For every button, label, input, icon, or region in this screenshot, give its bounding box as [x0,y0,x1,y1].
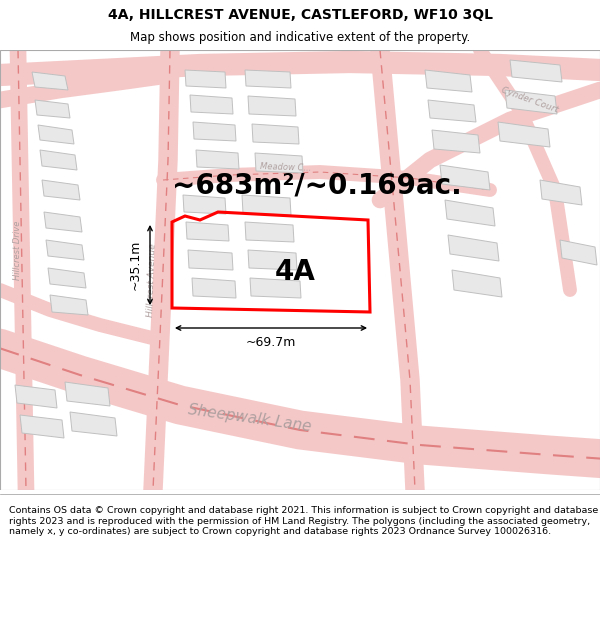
Polygon shape [40,150,77,170]
Text: Meadow C...: Meadow C... [260,162,311,172]
Polygon shape [560,240,597,265]
Polygon shape [242,195,291,215]
Polygon shape [196,150,239,169]
Text: Cynder Court: Cynder Court [500,86,560,114]
Polygon shape [183,195,226,214]
Polygon shape [32,72,68,90]
Text: Hillcrest Avenue: Hillcrest Avenue [146,243,158,317]
Polygon shape [188,250,233,270]
Polygon shape [44,212,82,232]
Polygon shape [20,415,64,438]
Polygon shape [192,278,236,298]
Polygon shape [185,70,226,88]
Polygon shape [193,122,236,141]
Polygon shape [190,95,233,114]
Polygon shape [248,250,297,270]
Polygon shape [65,382,110,406]
Polygon shape [452,270,502,297]
Text: 4A: 4A [275,258,316,286]
Text: Hillcrest Drive: Hillcrest Drive [13,220,23,280]
Text: ~35.1m: ~35.1m [128,240,142,290]
Polygon shape [38,125,74,144]
Text: ~683m²/~0.169ac.: ~683m²/~0.169ac. [172,171,462,199]
Text: Sheepwalk Lane: Sheepwalk Lane [187,402,313,434]
Polygon shape [245,222,294,242]
Polygon shape [445,200,495,226]
Polygon shape [186,222,229,241]
Text: Map shows position and indicative extent of the property.: Map shows position and indicative extent… [130,31,470,44]
Polygon shape [252,124,299,144]
Polygon shape [432,130,480,153]
Polygon shape [498,122,550,147]
Polygon shape [255,153,303,173]
Text: ~69.7m: ~69.7m [246,336,296,349]
Polygon shape [510,60,562,82]
Polygon shape [35,100,70,118]
Polygon shape [50,295,88,315]
Polygon shape [48,268,86,288]
Polygon shape [540,180,582,205]
Polygon shape [248,96,296,116]
Polygon shape [46,240,84,260]
Text: Contains OS data © Crown copyright and database right 2021. This information is : Contains OS data © Crown copyright and d… [9,506,598,536]
Polygon shape [448,235,499,261]
Polygon shape [15,385,57,408]
Polygon shape [425,70,472,92]
Polygon shape [505,90,557,114]
Polygon shape [42,180,80,200]
Polygon shape [428,100,476,122]
Polygon shape [250,278,301,298]
Polygon shape [440,165,490,190]
Polygon shape [70,412,117,436]
Text: 4A, HILLCREST AVENUE, CASTLEFORD, WF10 3QL: 4A, HILLCREST AVENUE, CASTLEFORD, WF10 3… [107,8,493,22]
Polygon shape [245,70,291,88]
